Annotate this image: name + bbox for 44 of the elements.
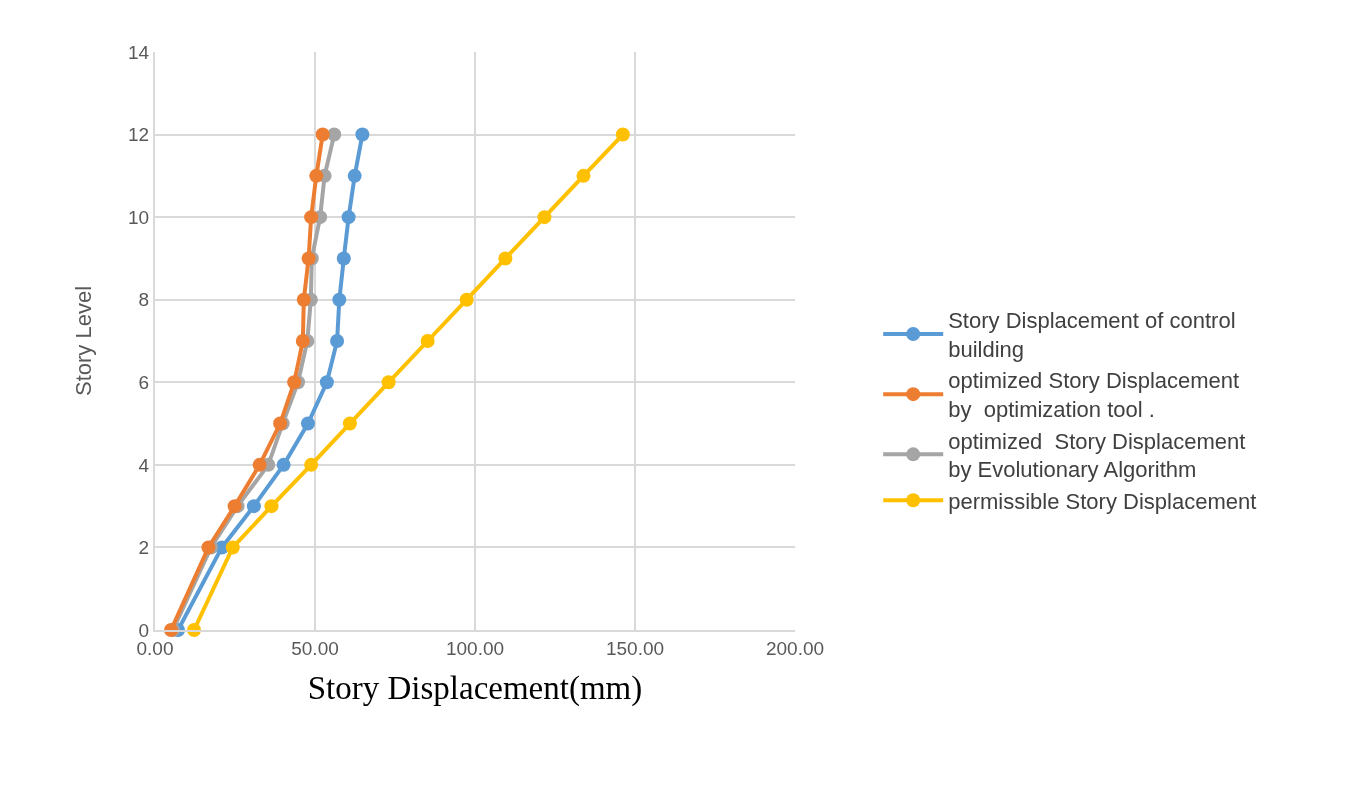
point — [459, 292, 474, 307]
point — [225, 540, 240, 555]
y-tick-label: 8 — [138, 289, 150, 311]
point — [615, 127, 630, 142]
y-tick-label: 4 — [138, 454, 150, 476]
point — [355, 127, 370, 142]
y-tick-label: 2 — [138, 537, 150, 559]
point — [381, 375, 396, 390]
x-tick-label: 200.00 — [765, 637, 825, 659]
y-tick-label: 14 — [128, 41, 150, 63]
x-axis-title: Story Displacement(mm) — [307, 669, 643, 707]
point — [347, 168, 362, 183]
legend-label: permissible Story Displacement — [948, 488, 1257, 514]
point — [537, 210, 552, 225]
y-tick-label: 6 — [138, 371, 150, 393]
point — [304, 210, 319, 225]
point — [300, 416, 315, 431]
point — [296, 292, 311, 307]
x-tick-label: 150.00 — [605, 637, 665, 659]
point — [276, 457, 291, 472]
point — [342, 416, 357, 431]
point — [264, 499, 279, 514]
point — [295, 334, 310, 348]
y-tick-label: 10 — [128, 206, 150, 228]
point — [252, 457, 267, 472]
point — [304, 457, 319, 472]
y-tick-label: 12 — [128, 124, 150, 146]
legend-label: optimized Story Displacement by optimization tool . — [948, 368, 1240, 423]
point — [498, 251, 513, 266]
point — [319, 375, 334, 390]
point — [330, 334, 345, 348]
point — [341, 210, 356, 225]
point — [420, 334, 435, 348]
point — [315, 127, 330, 142]
x-tick-label: 100.00 — [445, 637, 505, 659]
x-tick-label: 50.00 — [291, 637, 339, 659]
point — [309, 168, 324, 183]
point — [336, 251, 351, 266]
point — [246, 499, 261, 514]
point — [287, 375, 302, 390]
point — [576, 168, 591, 183]
y-axis-title: Story Level — [71, 285, 97, 397]
point — [327, 127, 342, 142]
point — [332, 292, 347, 307]
